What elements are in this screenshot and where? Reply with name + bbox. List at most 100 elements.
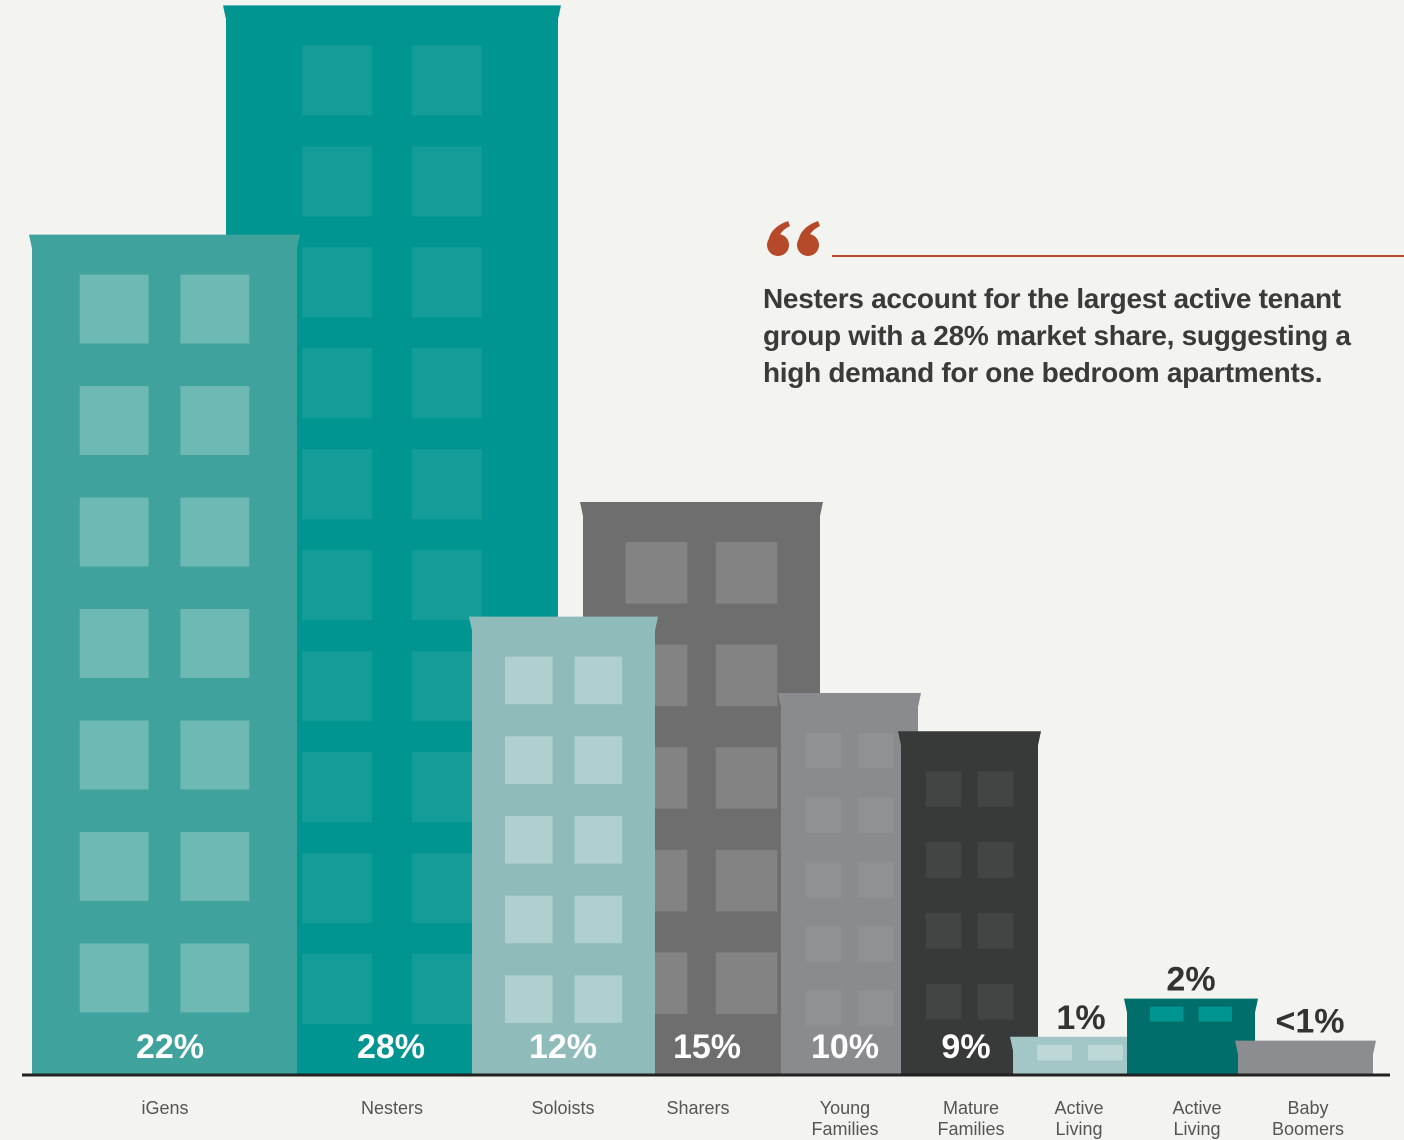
window [715,644,778,707]
window [574,895,623,944]
window [805,926,842,962]
building [29,234,300,1076]
window [302,954,373,1025]
value-label: 28% [357,1028,425,1066]
x-tick-label: Young Families [811,1098,879,1139]
building [1124,998,1258,1075]
window [411,45,482,116]
window [715,747,778,809]
x-tick-label: Baby Boomers [1271,1098,1345,1139]
x-tick-label: Active Living Couples [1054,1098,1104,1139]
window [805,797,842,834]
window [504,815,553,864]
window [805,733,842,769]
window [180,386,250,455]
window [411,146,482,217]
window [504,975,553,1023]
window [504,656,553,705]
window [925,984,962,1020]
window [715,542,778,604]
window [79,609,149,678]
window [302,247,373,318]
window [180,609,250,678]
window [977,913,1014,949]
window [79,943,149,1013]
bar [29,234,300,1076]
value-label: 2% [1166,961,1215,999]
building [898,731,1041,1075]
window [1314,1049,1349,1065]
x-tick-label: iGens [141,1098,189,1118]
window [302,449,373,520]
window [857,797,894,834]
window [180,274,250,344]
window [411,550,482,621]
x-tick-label: Soloists [531,1098,595,1118]
window [411,954,482,1025]
window [805,861,842,898]
window [180,943,250,1013]
window [925,913,962,949]
window [302,45,373,116]
x-tick-label: Mature Families [937,1098,1005,1139]
bar [778,693,921,1075]
window [574,975,623,1023]
window [302,348,373,419]
window [504,895,553,944]
value-label: 1% [1056,999,1105,1037]
bar [469,616,658,1075]
window [1037,1044,1072,1061]
building [778,693,921,1075]
bar [1235,1040,1376,1075]
window [857,990,894,1027]
window [1198,1006,1232,1022]
window [79,274,149,344]
window [411,348,482,419]
value-label: <1% [1276,1003,1345,1041]
window [857,926,894,962]
value-label: 12% [529,1028,597,1066]
window [715,849,778,912]
window [574,656,623,705]
window [302,550,373,621]
window [977,771,1014,807]
window [411,651,482,722]
value-label: 15% [673,1028,741,1066]
window [180,720,250,790]
window [411,853,482,924]
building [1235,1040,1376,1075]
window [1088,1044,1123,1061]
window [925,771,962,807]
quote-mark [767,221,820,256]
window [574,736,623,784]
x-tick-label: Sharers [666,1098,730,1118]
window [857,861,894,898]
value-label: 9% [941,1028,990,1066]
annotation: Nesters account for the largest active t… [763,283,1351,388]
window [977,842,1014,878]
building [469,616,658,1075]
bar [1124,998,1258,1075]
window [625,542,688,604]
window [1150,1006,1184,1022]
window [504,736,553,784]
window [574,815,623,864]
window [411,247,482,318]
window [302,651,373,722]
window [180,832,250,901]
building [1010,1036,1150,1075]
value-label: 22% [136,1028,204,1066]
window [977,984,1014,1020]
window [302,752,373,823]
window [1262,1049,1297,1065]
value-label: 10% [811,1028,879,1066]
window [302,853,373,924]
window [857,733,894,769]
window [79,720,149,790]
bar [898,731,1041,1075]
window [925,842,962,878]
window [302,146,373,217]
window [715,952,778,1015]
